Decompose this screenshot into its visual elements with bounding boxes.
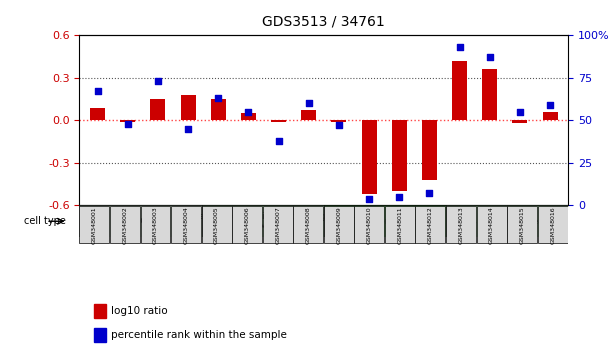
Text: GSM348006: GSM348006 [244, 206, 250, 244]
Text: GSM348014: GSM348014 [489, 206, 494, 244]
Text: GSM348015: GSM348015 [519, 206, 525, 244]
FancyBboxPatch shape [446, 206, 476, 244]
Bar [482, 69, 497, 120]
Bar [362, 120, 376, 194]
Text: GSM348008: GSM348008 [306, 206, 311, 244]
Bar [331, 120, 346, 122]
Bar [301, 110, 316, 120]
Bar [392, 120, 407, 191]
Bar [543, 112, 558, 120]
Point [213, 96, 223, 101]
FancyBboxPatch shape [354, 206, 384, 244]
Text: percentile rank within the sample: percentile rank within the sample [111, 330, 287, 340]
Text: GSM348001: GSM348001 [92, 206, 97, 244]
Bar [120, 120, 135, 122]
Text: cell type: cell type [24, 216, 66, 226]
Point [425, 190, 434, 196]
Bar [94, 329, 106, 342]
Point [153, 79, 163, 84]
Point [394, 194, 404, 200]
Text: GSM348007: GSM348007 [275, 206, 280, 244]
Point [364, 196, 374, 201]
Point [545, 102, 555, 108]
Bar [271, 120, 286, 122]
Text: GSM348016: GSM348016 [550, 206, 555, 244]
Bar [241, 113, 256, 120]
Text: log10 ratio: log10 ratio [111, 306, 168, 316]
Point [274, 138, 284, 144]
Point [334, 122, 344, 128]
Text: ESCs: ESCs [130, 217, 152, 226]
FancyBboxPatch shape [293, 206, 323, 244]
Bar [180, 95, 196, 120]
Text: GDS3513 / 34761: GDS3513 / 34761 [263, 14, 385, 28]
Text: CMs from ESCs: CMs from ESCs [351, 217, 419, 226]
Bar [94, 304, 106, 318]
Text: GSM348011: GSM348011 [397, 206, 403, 244]
FancyBboxPatch shape [477, 206, 507, 244]
Text: GSM348005: GSM348005 [214, 206, 219, 244]
Bar [211, 99, 226, 120]
FancyBboxPatch shape [141, 206, 170, 244]
Bar [422, 120, 437, 180]
FancyBboxPatch shape [415, 206, 445, 244]
FancyBboxPatch shape [538, 206, 568, 244]
FancyBboxPatch shape [202, 205, 324, 237]
FancyBboxPatch shape [446, 205, 568, 237]
Point [93, 88, 103, 94]
FancyBboxPatch shape [385, 206, 415, 244]
FancyBboxPatch shape [110, 206, 140, 244]
Point [123, 121, 133, 127]
FancyBboxPatch shape [324, 206, 354, 244]
FancyBboxPatch shape [507, 206, 537, 244]
Text: embryoid bodies w/ beating
CMs: embryoid bodies w/ beating CMs [199, 212, 326, 231]
Bar [452, 61, 467, 120]
Point [244, 109, 254, 115]
FancyBboxPatch shape [263, 206, 293, 244]
FancyBboxPatch shape [324, 205, 446, 237]
Point [455, 45, 464, 50]
FancyBboxPatch shape [232, 206, 262, 244]
Point [183, 126, 193, 132]
Text: GSM348010: GSM348010 [367, 206, 372, 244]
Text: GSM348013: GSM348013 [458, 206, 464, 244]
Bar [513, 120, 527, 123]
Text: GSM348012: GSM348012 [428, 206, 433, 244]
Text: GSM348002: GSM348002 [122, 206, 128, 244]
Text: CMs from fetal hearts: CMs from fetal hearts [458, 217, 556, 226]
Bar [90, 108, 105, 120]
Point [485, 55, 495, 60]
FancyBboxPatch shape [202, 206, 232, 244]
Text: GSM348003: GSM348003 [153, 206, 158, 244]
Point [515, 109, 525, 115]
Text: GSM348009: GSM348009 [336, 206, 342, 244]
Bar [150, 99, 166, 120]
Point [304, 101, 313, 106]
FancyBboxPatch shape [171, 206, 201, 244]
FancyBboxPatch shape [79, 205, 202, 237]
Text: GSM348004: GSM348004 [183, 206, 189, 244]
FancyBboxPatch shape [79, 206, 109, 244]
